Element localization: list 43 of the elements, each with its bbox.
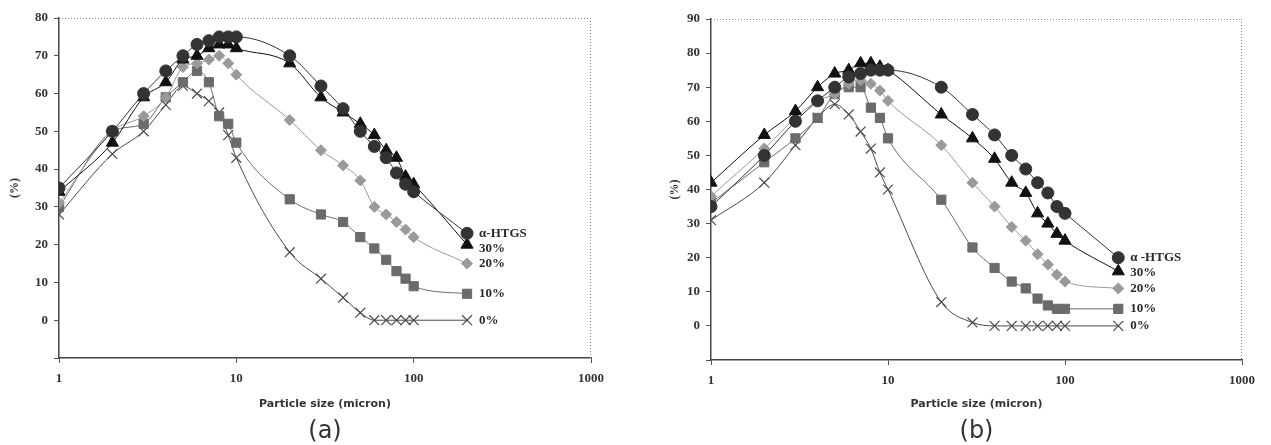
- series-label: 10%: [479, 285, 506, 301]
- y-axis-title: (%): [667, 179, 682, 200]
- y-tick-label: 20: [35, 236, 48, 252]
- y-tick-label: 90: [687, 10, 700, 26]
- y-tick-label: 20: [687, 249, 700, 265]
- y-tick-label: 10: [687, 283, 700, 299]
- y-tick-label: 50: [35, 122, 48, 138]
- series-label: 10%: [1130, 300, 1157, 316]
- x-tick-label: 1: [55, 370, 63, 386]
- text: (b): [958, 416, 995, 444]
- y-tick-label: 30: [687, 214, 700, 230]
- x-tick-label: 1000: [1229, 372, 1255, 388]
- y-tick-label: 60: [35, 84, 48, 100]
- x-tick-label: 10: [881, 372, 895, 388]
- x-tick-label: 10: [229, 370, 243, 386]
- y-tick-label: 60: [687, 112, 700, 128]
- series-label: 20%: [1130, 279, 1157, 295]
- y-tick-label: 10: [35, 273, 48, 289]
- series-label: 0%: [479, 311, 499, 327]
- y-tick-label: 70: [35, 47, 48, 63]
- x-tick-label: 100: [1055, 372, 1075, 388]
- x-axis-title: Particle size (micron): [259, 397, 391, 411]
- y-axis-title: (%): [7, 178, 22, 198]
- y-tick-label: 70: [687, 78, 700, 94]
- y-tick-label: 40: [35, 160, 48, 176]
- series-label: α-HTGS: [479, 224, 527, 240]
- series-label: 30%: [1130, 264, 1157, 280]
- x-axis-title: Particle size (micron): [910, 397, 1043, 411]
- y-tick-label: 80: [687, 44, 700, 60]
- y-tick-label: 30: [35, 198, 48, 214]
- y-tick-label: 50: [687, 146, 700, 162]
- x-tick-label: 100: [403, 370, 424, 386]
- text: (a): [307, 416, 343, 444]
- x-tick-label: 1000: [578, 370, 604, 386]
- y-tick-label: 0: [41, 311, 48, 327]
- x-tick-label: 1: [707, 372, 715, 388]
- y-tick-label: 0: [693, 317, 700, 333]
- series-label: α -HTGS: [1130, 249, 1182, 265]
- series-label: 0%: [1130, 317, 1150, 333]
- series-label: 20%: [479, 254, 506, 270]
- y-tick-label: 80: [35, 9, 48, 25]
- y-tick-label: 40: [687, 180, 700, 196]
- series-label: 30%: [479, 239, 506, 255]
